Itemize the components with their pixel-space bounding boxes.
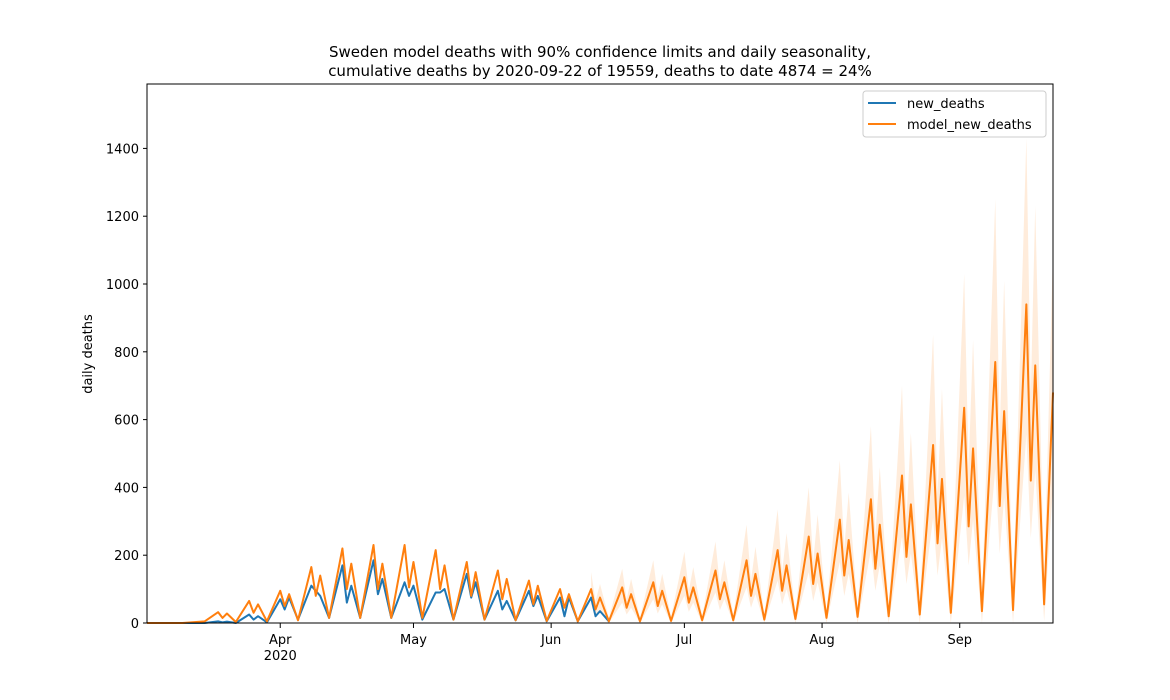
x-year-label: 2020 (264, 649, 297, 664)
chart-title: Sweden model deaths with 90% confidence … (329, 43, 871, 61)
series-line (147, 559, 610, 624)
y-tick-label: 1200 (106, 210, 139, 225)
legend-box (862, 90, 1047, 138)
y-tick-label: 1000 (106, 278, 139, 293)
x-tick-label: Jun (540, 633, 561, 648)
y-tick-label: 1400 (106, 142, 139, 157)
x-tick-label: Sep (947, 633, 972, 648)
legend-label: model_new_deaths (907, 118, 1032, 133)
y-tick-label: 0 (131, 617, 139, 632)
x-tick-label: Apr (269, 633, 292, 648)
y-tick-label: 800 (114, 346, 139, 361)
y-axis-label: daily deaths (81, 314, 96, 394)
chart-title: cumulative deaths by 2020-09-22 of 19559… (328, 62, 872, 80)
x-tick-label: Aug (809, 633, 834, 648)
y-tick-label: 200 (114, 549, 139, 564)
series-line (147, 303, 1054, 624)
y-tick-label: 400 (114, 481, 139, 496)
y-tick-label: 600 (114, 414, 139, 429)
x-tick-label: May (400, 633, 427, 648)
legend-label: new_deaths (907, 97, 985, 112)
plot-frame (146, 83, 1054, 624)
confidence-band (591, 138, 1053, 624)
line-layer (147, 303, 1054, 624)
band-layer (591, 138, 1053, 624)
x-tick-label: Jul (676, 633, 693, 648)
